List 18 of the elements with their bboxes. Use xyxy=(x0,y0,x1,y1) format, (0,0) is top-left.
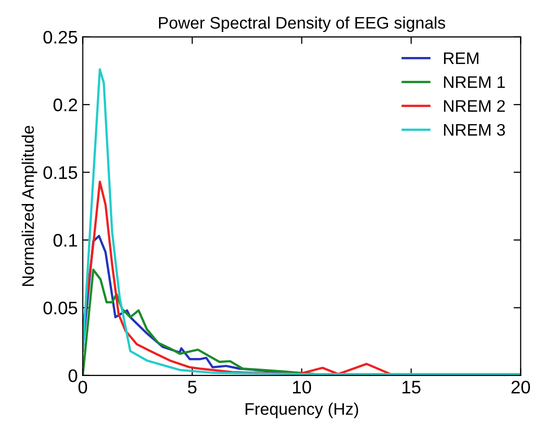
chart-title: Power Spectral Density of EEG signals xyxy=(159,16,446,32)
legend-label: NREM 1 xyxy=(444,76,505,88)
legend-label: NREM 3 xyxy=(444,124,505,136)
y-tick-label: 0.1 xyxy=(54,234,78,247)
y-tick-label: 0.15 xyxy=(43,166,78,180)
y-tick-label: 0 xyxy=(68,369,78,382)
x-tick-label: 0 xyxy=(78,380,88,394)
legend-label: REM xyxy=(444,52,478,64)
legend-label: NREM 2 xyxy=(444,100,505,112)
x-tick-label: 20 xyxy=(512,380,530,394)
x-tick-label: 15 xyxy=(402,380,420,394)
x-tick-label: 10 xyxy=(293,380,312,394)
x-axis-title: Frequency (Hz) xyxy=(246,402,358,418)
y-axis-title: Normalized Amplitude xyxy=(22,126,38,286)
y-tick-label: 0.2 xyxy=(54,98,78,112)
y-tick-label: 0.25 xyxy=(43,30,78,44)
x-tick-label: 5 xyxy=(188,380,197,394)
y-tick-label: 0.05 xyxy=(43,302,78,314)
